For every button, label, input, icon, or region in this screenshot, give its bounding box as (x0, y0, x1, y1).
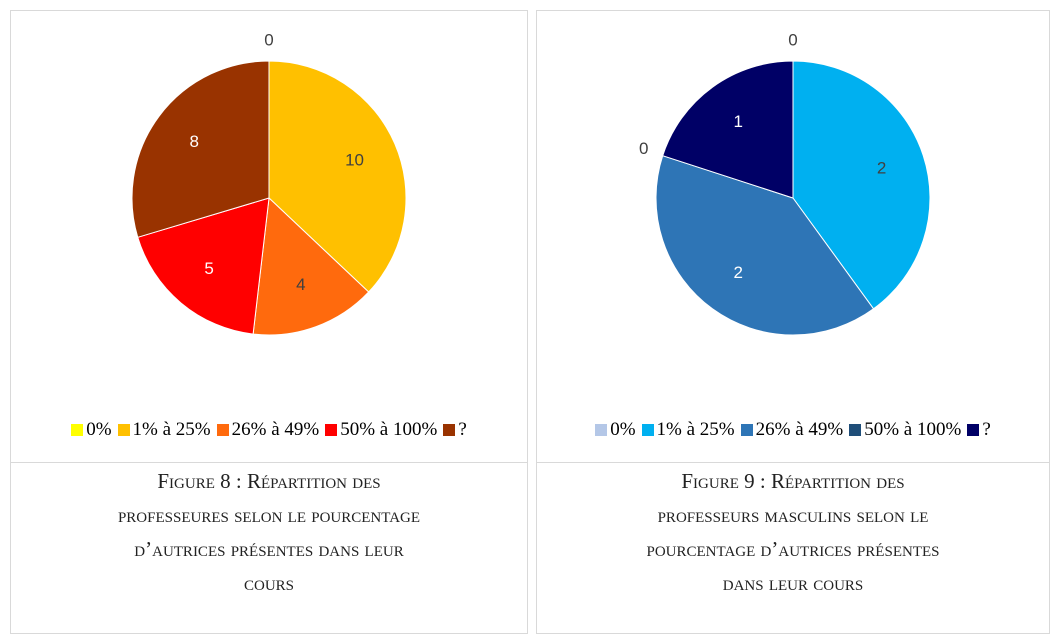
data-label: 0 (639, 139, 648, 158)
legend-swatch (849, 424, 862, 436)
legend-swatch (71, 424, 84, 436)
legend-label: ? (458, 419, 467, 440)
pie-slice (268, 60, 407, 293)
legend-item: 26% à 49% (740, 419, 844, 441)
pie-slice (792, 60, 931, 310)
legend-item: 1% à 25% (117, 419, 211, 441)
data-label: 5 (204, 259, 213, 278)
chart: 0 10 4 5 8 0% 1% à 25% 26% à 49% 50% à 100%? (10, 10, 528, 463)
legend-label: 50% à 100% (864, 419, 962, 440)
data-label: 4 (296, 275, 305, 294)
legend-item: 0% (71, 419, 112, 441)
pie-slice (662, 60, 794, 199)
legend-swatch (443, 424, 456, 436)
legend-label: ? (982, 419, 991, 440)
legend-swatch (325, 424, 338, 436)
data-label: 0 (264, 30, 273, 49)
caption: Figure 8 : Répartition des professeures … (117, 469, 421, 595)
legend-item: 50% à 100% (849, 419, 961, 441)
legend-label: 26% à 49% (231, 419, 320, 440)
legend-item: ? (967, 419, 991, 441)
legend: 0% 1% à 25% 26% à 49% 50% à 100%? (11, 419, 527, 441)
data-label: 0 (788, 30, 797, 49)
legend-swatch (595, 424, 608, 436)
pie-slice (252, 196, 370, 336)
pie-slice (131, 60, 270, 238)
legend-item: 50% à 100% (325, 419, 437, 441)
legend-label: 0% (610, 419, 636, 440)
legend-label: 50% à 100% (340, 419, 438, 440)
legend-swatch (967, 424, 980, 436)
data-label: 10 (345, 151, 364, 170)
pie-chart: 0 10 4 5 8 (131, 30, 407, 336)
caption-box: Figure 8 : Répartition des professeures … (10, 462, 528, 634)
legend-swatch (216, 424, 229, 436)
legend-label: 1% à 25% (656, 419, 735, 440)
data-label: 2 (734, 263, 743, 282)
legend-item: ? (443, 419, 467, 441)
pie-chart: 0 2 2 0 1 (639, 30, 931, 336)
data-label: 1 (734, 112, 743, 131)
data-label: 2 (877, 159, 886, 178)
data-label: 8 (190, 132, 199, 151)
legend-label: 0% (86, 419, 112, 440)
pie-slice (655, 155, 875, 336)
caption: Figure 9 : Répartition des professeurs m… (646, 469, 940, 595)
pie-slice (137, 197, 270, 335)
legend-label: 26% à 49% (755, 419, 844, 440)
legend: 0% 1% à 25% 26% à 49% 50% à 100%? (537, 419, 1049, 441)
caption-box: Figure 9 : Répartition des professeurs m… (536, 462, 1050, 634)
legend-item: 1% à 25% (641, 419, 735, 441)
legend-swatch (641, 424, 654, 436)
chart: 0 2 2 0 1 0% 1% à 25% 26% à 49% 50% à 100%? (536, 10, 1050, 463)
legend-item: 26% à 49% (216, 419, 320, 441)
legend-swatch (740, 424, 753, 436)
legend-item: 0% (595, 419, 636, 441)
legend-label: 1% à 25% (132, 419, 211, 440)
legend-swatch (117, 424, 130, 436)
